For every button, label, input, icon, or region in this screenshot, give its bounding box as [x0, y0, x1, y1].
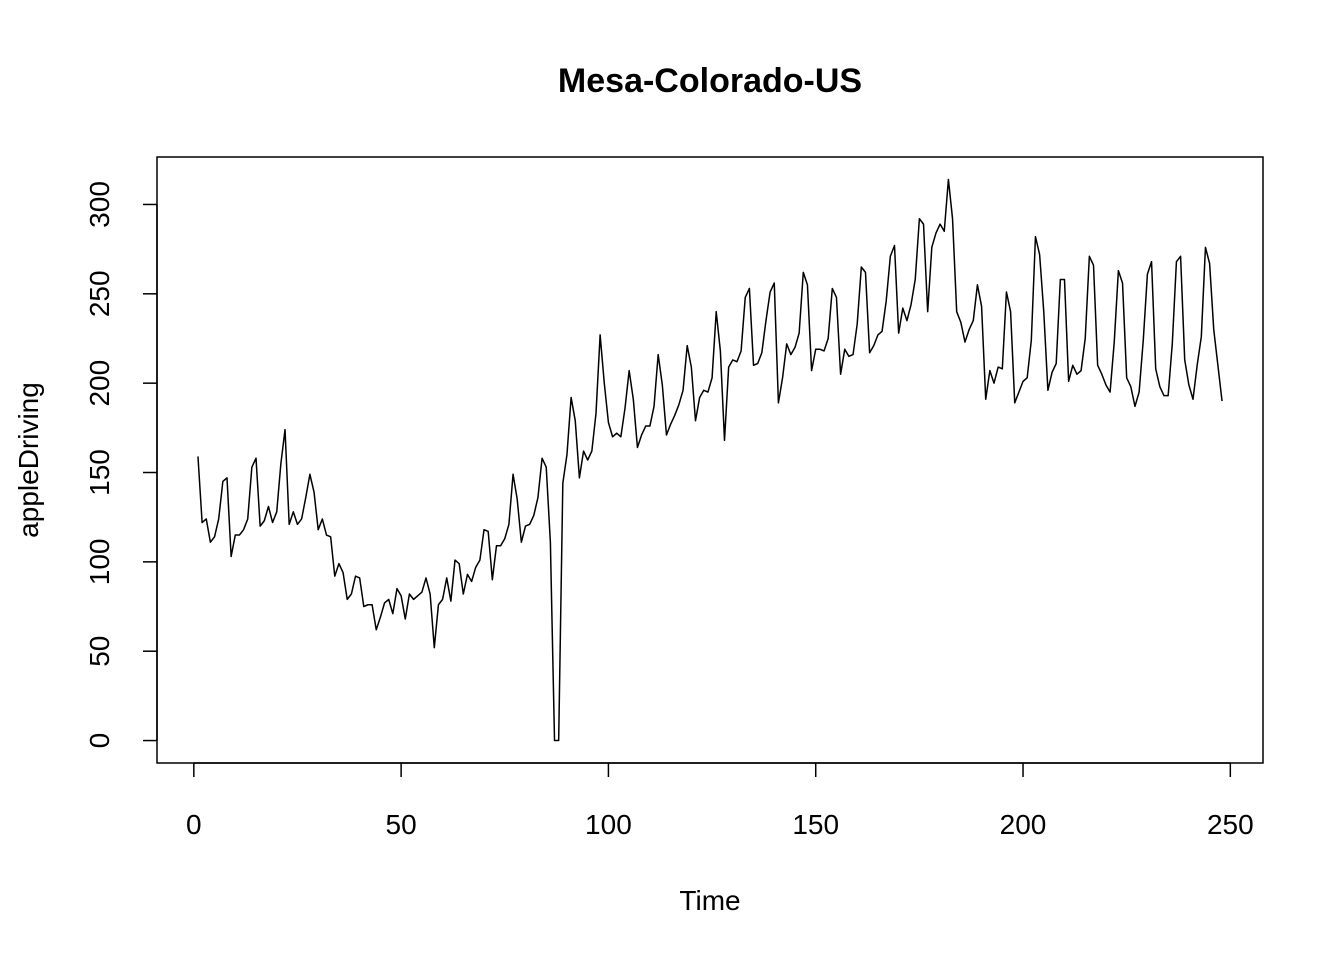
y-tick-label: 50 — [84, 636, 115, 667]
y-tick-label: 250 — [84, 270, 115, 317]
x-tick-label: 200 — [1000, 809, 1047, 840]
x-tick-label: 150 — [792, 809, 839, 840]
x-tick-label: 50 — [386, 809, 417, 840]
x-tick-label: 100 — [585, 809, 632, 840]
x-tick-label: 0 — [186, 809, 202, 840]
y-tick-label: 300 — [84, 181, 115, 228]
data-line — [197, 178, 1223, 742]
y-axis-label: appleDriving — [13, 382, 44, 538]
x-axis-label: Time — [679, 885, 740, 916]
y-tick-label: 100 — [84, 538, 115, 585]
chart-title: Mesa-Colorado-US — [558, 62, 862, 100]
y-tick-label: 150 — [84, 449, 115, 496]
y-tick-label: 200 — [84, 360, 115, 407]
x-tick-label: 250 — [1207, 809, 1254, 840]
y-tick-label: 0 — [84, 733, 115, 749]
